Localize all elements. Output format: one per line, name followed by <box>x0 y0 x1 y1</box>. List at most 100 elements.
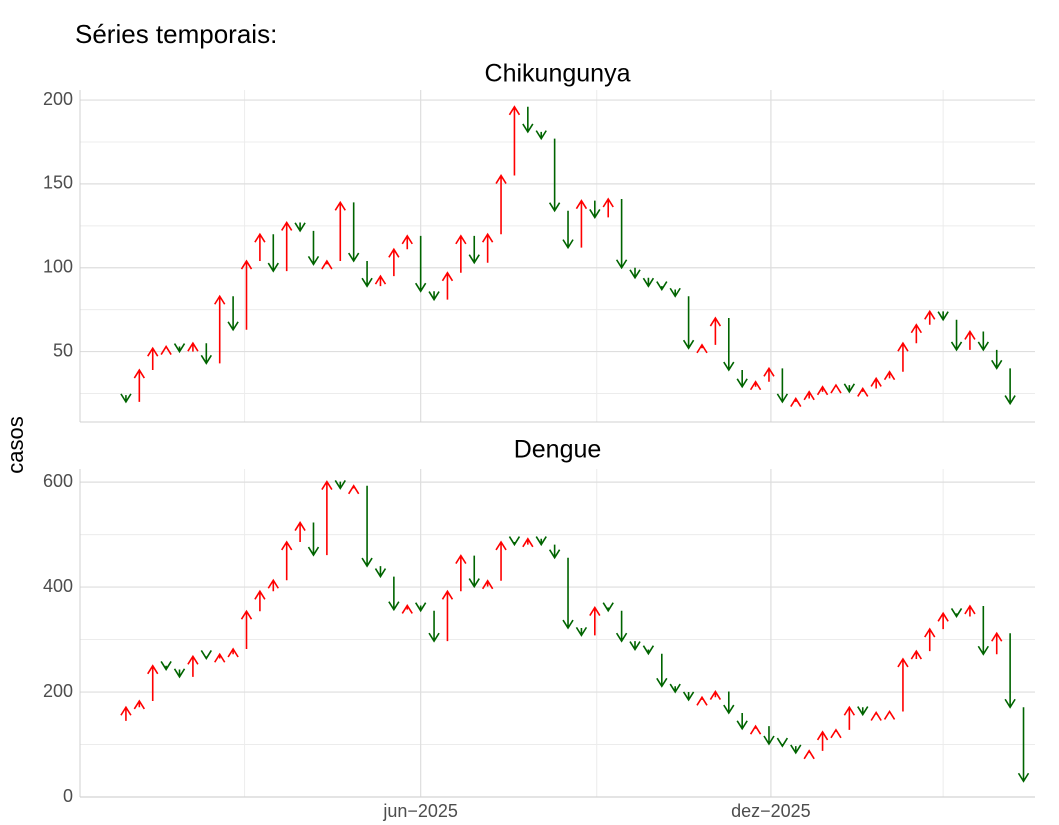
change-arrow <box>830 728 842 739</box>
change-arrow <box>347 202 360 263</box>
change-arrow <box>428 610 440 643</box>
change-arrow <box>227 647 239 658</box>
change-arrow <box>964 604 976 617</box>
change-arrow <box>120 393 132 404</box>
change-arrow <box>682 296 695 350</box>
page-title: Séries temporais: <box>75 19 277 49</box>
change-arrow <box>669 683 681 694</box>
change-arrow <box>481 579 494 590</box>
change-arrow <box>548 138 561 213</box>
y-tick-label: 150 <box>43 173 73 193</box>
change-arrow <box>214 652 226 663</box>
change-arrow <box>870 376 882 389</box>
change-arrow <box>441 271 454 300</box>
change-arrow <box>682 691 695 702</box>
change-arrow <box>240 259 253 330</box>
change-arrow <box>522 537 534 548</box>
change-arrow <box>227 296 239 332</box>
change-arrow <box>321 259 333 270</box>
y-tick-label: 400 <box>43 576 73 596</box>
change-arrow <box>147 346 159 371</box>
change-arrow <box>803 749 815 760</box>
change-arrow <box>388 576 400 612</box>
change-arrow <box>347 484 360 495</box>
change-arrow <box>696 343 708 354</box>
change-arrow <box>602 197 614 218</box>
change-arrow <box>133 699 146 710</box>
change-arrow <box>455 234 467 273</box>
change-arrow <box>307 230 320 266</box>
change-arrow <box>214 294 226 364</box>
change-arrow <box>977 331 990 352</box>
change-arrow <box>843 383 856 394</box>
change-arrow <box>575 199 588 248</box>
change-arrow <box>388 247 400 277</box>
change-arrow <box>924 627 936 652</box>
change-arrow <box>307 522 320 557</box>
x-tick-label: jun−2025 <box>382 801 458 821</box>
change-arrow <box>830 383 842 394</box>
change-arrow <box>656 281 668 292</box>
change-arrow <box>709 690 722 700</box>
change-arrow <box>870 710 882 721</box>
y-tick-label: 50 <box>53 340 73 360</box>
change-arrow <box>575 626 588 637</box>
change-arrow <box>763 366 775 382</box>
change-arrow <box>294 521 306 542</box>
change-arrow <box>495 174 507 235</box>
change-arrow <box>441 589 454 642</box>
change-arrow <box>790 744 802 755</box>
change-arrow <box>669 287 681 298</box>
change-arrow <box>455 554 467 592</box>
change-arrow <box>589 606 601 636</box>
change-arrow <box>428 291 440 302</box>
change-arrow <box>535 536 547 547</box>
change-arrow <box>910 649 923 660</box>
change-arrow <box>508 536 521 547</box>
change-arrow <box>629 267 641 280</box>
change-arrow <box>548 544 561 560</box>
change-arrow <box>508 105 521 176</box>
change-arrow <box>200 650 212 660</box>
change-arrow <box>776 368 789 404</box>
change-arrow <box>281 220 293 272</box>
change-arrow <box>883 709 896 720</box>
change-arrow <box>133 368 146 402</box>
change-arrow <box>535 130 547 141</box>
change-arrow <box>240 609 253 650</box>
change-arrow <box>924 309 936 325</box>
y-tick-label: 100 <box>43 256 73 276</box>
change-arrow <box>294 222 306 233</box>
change-arrow <box>374 274 387 287</box>
change-arrow <box>160 661 172 671</box>
change-arrow <box>816 385 829 396</box>
change-arrow <box>254 232 266 262</box>
change-arrow <box>749 380 762 391</box>
change-arrow <box>937 611 949 630</box>
change-arrow <box>977 605 990 656</box>
change-arrow <box>950 319 963 352</box>
change-arrow <box>615 610 628 643</box>
change-arrow <box>910 323 923 344</box>
change-arrow <box>883 370 896 381</box>
change-arrow <box>1017 707 1030 783</box>
change-arrow <box>374 566 387 579</box>
change-arrow <box>1004 368 1016 406</box>
change-arrow <box>254 589 266 612</box>
change-arrow <box>816 730 829 751</box>
change-arrow <box>187 654 199 677</box>
change-arrow <box>481 232 494 263</box>
change-arrow <box>173 343 186 354</box>
change-arrow <box>334 479 346 490</box>
change-arrow <box>468 555 480 589</box>
change-arrow <box>897 657 909 712</box>
change-arrow <box>562 210 574 250</box>
change-arrow <box>656 653 668 688</box>
y-axis-label: casos <box>3 416 28 473</box>
change-arrow <box>522 106 534 134</box>
change-arrow <box>937 311 949 322</box>
change-arrow <box>200 343 212 365</box>
change-arrow <box>723 691 735 715</box>
